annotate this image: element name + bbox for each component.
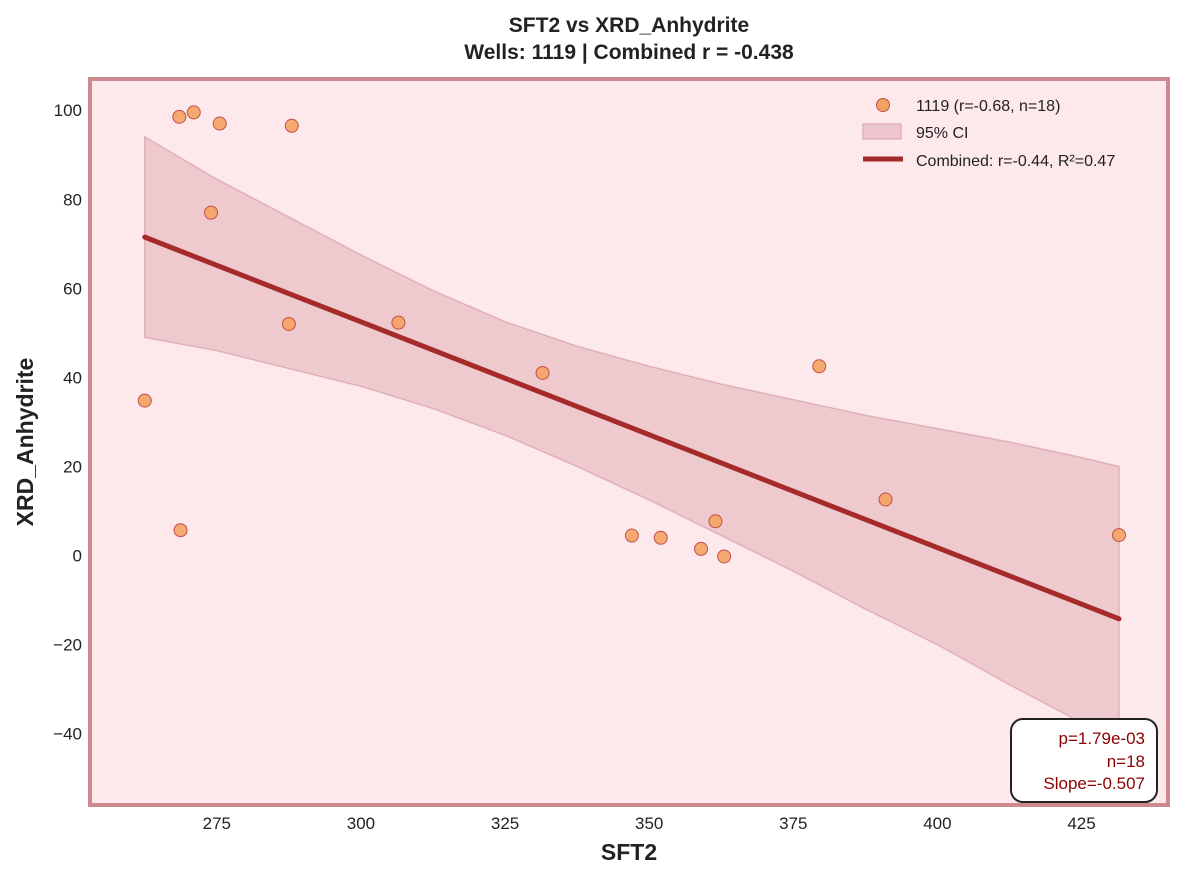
- scatter-point-5: [204, 205, 219, 220]
- scatter-point-7: [281, 316, 296, 331]
- stats-box-frame: [1010, 718, 1158, 803]
- legend-label-series: 1119 (r=-0.68, n=18): [916, 98, 1060, 115]
- scatter-point-13: [694, 541, 709, 556]
- legend-band-swatch: [862, 123, 902, 140]
- y-tick-label: 100: [54, 101, 82, 120]
- scatter-point-14: [708, 514, 723, 529]
- scatter-point-9: [391, 315, 406, 330]
- y-tick-label: 20: [63, 457, 82, 476]
- y-axis-ticks: −40 −20 0 20 40 60 80 100: [53, 101, 82, 744]
- regression-line: [142, 234, 1122, 622]
- x-tick-label: 400: [923, 814, 951, 833]
- x-axis-ticks: 275 300 325 350 375 400 425: [203, 814, 1096, 833]
- scatter-point-8: [284, 118, 299, 133]
- legend: 1119 (r=-0.68, n=18) 95% CI Combined: r=…: [862, 98, 1115, 170]
- plot-area: [90, 79, 1168, 805]
- stats-n: n=18: [1107, 752, 1145, 771]
- chart-title: SFT2 vs XRD_Anhydrite: [509, 14, 749, 37]
- plot-frame: [88, 77, 1170, 807]
- legend-label-line: Combined: r=-0.44, R²=0.47: [916, 153, 1115, 170]
- legend-scatter-marker: [876, 98, 890, 112]
- scatter-point-3: [186, 105, 201, 120]
- scatter-point-10: [535, 365, 550, 380]
- stats-p-value: p=1.79e-03: [1059, 729, 1146, 748]
- y-tick-label: −40: [53, 725, 82, 744]
- scatter-point-15: [717, 549, 732, 564]
- x-axis-label: SFT2: [601, 839, 657, 865]
- regression-line-layer: [142, 234, 1122, 622]
- scatter-points-layer: [137, 105, 1126, 564]
- x-tick-label: 425: [1067, 814, 1095, 833]
- x-tick-label: 375: [779, 814, 807, 833]
- scatter-point-12: [653, 530, 668, 545]
- stats-slope: Slope=-0.507: [1043, 774, 1145, 793]
- y-tick-label: 60: [63, 279, 82, 298]
- y-tick-label: 40: [63, 368, 82, 387]
- x-tick-label: 300: [347, 814, 375, 833]
- y-tick-label: 0: [73, 547, 82, 566]
- chart-subtitle: Wells: 1119 | Combined r = -0.438: [464, 41, 794, 64]
- x-tick-label: 275: [203, 814, 231, 833]
- legend-label-band: 95% CI: [916, 125, 968, 142]
- stats-box: p=1.79e-03 n=18 Slope=-0.507: [1010, 718, 1158, 803]
- y-tick-label: 80: [63, 190, 82, 209]
- scatter-point-2: [172, 109, 187, 124]
- x-tick-label: 350: [635, 814, 663, 833]
- scatter-point-11: [624, 528, 639, 543]
- scatter-point-4: [212, 116, 227, 131]
- scatter-point-16: [812, 359, 827, 374]
- scatter-point-1: [137, 393, 152, 408]
- y-axis-label: XRD_Anhydrite: [12, 358, 38, 527]
- scatter-point-17: [878, 492, 893, 507]
- scatter-point-6: [173, 523, 188, 538]
- scatter-point-18: [1112, 528, 1126, 543]
- x-tick-label: 325: [491, 814, 519, 833]
- y-tick-label: −20: [53, 636, 82, 655]
